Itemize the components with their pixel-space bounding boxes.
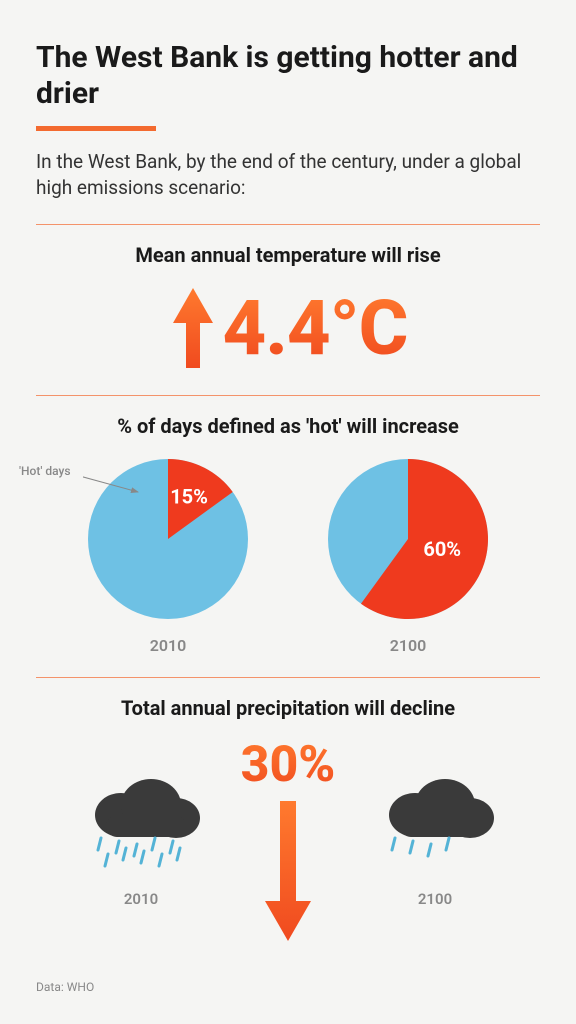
legend-hot-days: 'Hot' days — [19, 464, 71, 478]
raincloud-icon — [76, 770, 206, 880]
precip-title: Total annual precipitation will decline — [36, 696, 540, 720]
page-subtitle: In the West Bank, by the end of the cent… — [36, 149, 540, 200]
cloud-year-label: 2100 — [418, 890, 452, 908]
separator — [36, 677, 540, 678]
section-temperature: Mean annual temperature will rise 4.4°C — [36, 225, 540, 395]
pie-chart-2010: 15% — [83, 454, 253, 624]
svg-text:60%: 60% — [423, 537, 461, 561]
svg-text:15%: 15% — [170, 485, 208, 509]
section-hotdays: % of days defined as 'hot' will increase… — [36, 396, 540, 677]
page-title: The West Bank is getting hotter and drie… — [36, 40, 540, 112]
pie-2010: 'Hot' days 15% 2010 — [83, 454, 253, 655]
section-precip: Total annual precipitation will decline … — [36, 678, 540, 966]
pie-chart-2100: 60% — [323, 454, 493, 624]
precip-value: 30% — [241, 736, 336, 794]
cloud-2100: 2100 — [370, 770, 500, 908]
cloud-2010: 2010 — [76, 770, 206, 908]
hotdays-title: % of days defined as 'hot' will increase — [36, 414, 540, 438]
title-underline — [36, 126, 156, 131]
separator — [36, 395, 540, 396]
arrow-up-icon — [169, 283, 217, 373]
pie-year-label: 2100 — [390, 636, 427, 655]
pie-year-label: 2010 — [150, 636, 187, 655]
arrow-down-icon — [261, 796, 315, 946]
data-source-label: Data: WHO — [36, 980, 94, 994]
cloud-year-label: 2010 — [124, 890, 158, 908]
separator — [36, 224, 540, 225]
temperature-title: Mean annual temperature will rise — [36, 243, 540, 267]
temperature-value: 4.4°C — [223, 290, 408, 366]
raincloud-icon — [370, 770, 500, 880]
pie-2100: 60% 2100 — [323, 454, 493, 655]
